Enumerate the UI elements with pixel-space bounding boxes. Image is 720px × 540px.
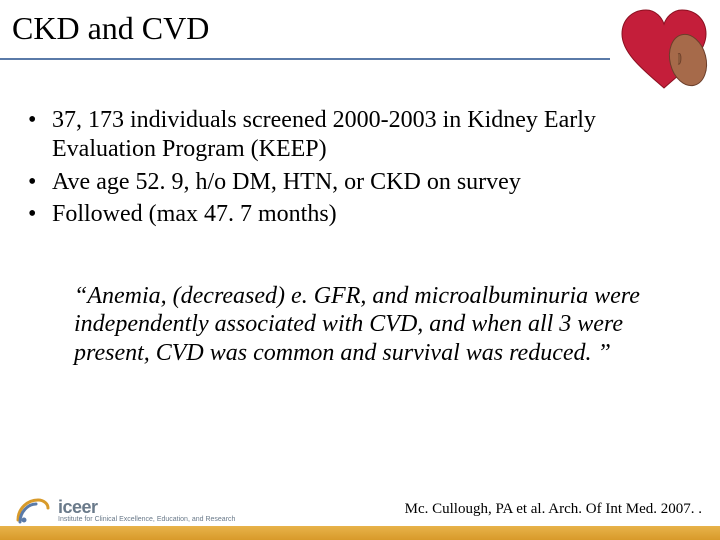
- footer-bar: [0, 526, 720, 540]
- bullet-list: 37, 173 individuals screened 2000-2003 i…: [24, 106, 684, 229]
- citation: Mc. Cullough, PA et al. Arch. Of Int Med…: [405, 501, 702, 518]
- content-area: 37, 173 individuals screened 2000-2003 i…: [24, 106, 684, 233]
- slide-title: CKD and CVD: [0, 0, 720, 47]
- bullet-item: Followed (max 47. 7 months): [24, 200, 684, 229]
- footer-logo: iceer Institute for Clinical Excellence,…: [14, 494, 235, 526]
- bullet-item: Ave age 52. 9, h/o DM, HTN, or CKD on su…: [24, 168, 684, 197]
- bullet-item: 37, 173 individuals screened 2000-2003 i…: [24, 106, 684, 164]
- quote-block: “Anemia, (decreased) e. GFR, and microal…: [74, 282, 664, 367]
- iceer-logo-icon: [14, 494, 52, 526]
- logo-subtext: Institute for Clinical Excellence, Educa…: [58, 516, 235, 523]
- slide: CKD and CVD 37, 173 individuals screened…: [0, 0, 720, 540]
- title-underline: [0, 58, 610, 60]
- logo-text: iceer: [58, 498, 235, 516]
- heart-kidney-graphic: [616, 6, 712, 96]
- logo-text-stack: iceer Institute for Clinical Excellence,…: [58, 498, 235, 523]
